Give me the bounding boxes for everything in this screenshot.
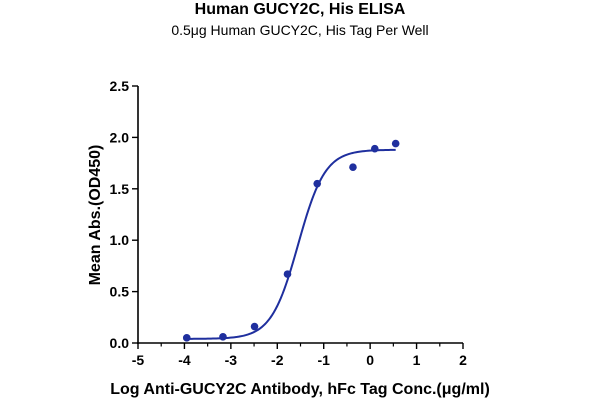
data-point [370, 144, 379, 153]
x-tick-label: -5 [132, 352, 145, 368]
x-tick-label: 1 [413, 352, 421, 368]
data-point [250, 322, 259, 331]
data-point [182, 334, 191, 342]
chart-title: Human GUCY2C, His ELISA [194, 1, 406, 18]
y-tick-label: 1.5 [110, 181, 130, 197]
data-point [349, 163, 357, 172]
axes [132, 85, 464, 349]
y-tick-label: 2.5 [110, 78, 130, 94]
data-point [283, 270, 292, 278]
data-point [219, 333, 227, 341]
fit-curve [186, 148, 396, 340]
x-tick-label: -3 [225, 352, 238, 368]
x-tick-label: 2 [459, 352, 467, 368]
x-tick-label: -4 [178, 352, 191, 368]
data-point [391, 139, 400, 148]
x-tick-label: -2 [271, 352, 284, 368]
y-tick-label: 2.0 [110, 129, 130, 145]
x-tick-label: -1 [317, 352, 330, 368]
data-points [182, 139, 400, 342]
y-tick-label: 1.0 [110, 232, 130, 248]
data-point [313, 179, 322, 188]
y-tick-labels: 0.0 0.5 1.0 1.5 2.0 2.5 [110, 78, 130, 351]
chart-subtitle: 0.5μg Human GUCY2C, His Tag Per Well [171, 22, 429, 38]
y-tick-label: 0.0 [110, 335, 130, 351]
y-tick-label: 0.5 [110, 284, 130, 300]
x-tick-label: 0 [366, 352, 374, 368]
x-axis-label: Log Anti-GUCY2C Antibody, hFc Tag Conc.(… [110, 381, 490, 398]
x-tick-labels: -5 -4 -3 -2 -1 0 1 2 [132, 352, 467, 368]
y-axis-label: Mean Abs.(OD450) [87, 145, 104, 286]
